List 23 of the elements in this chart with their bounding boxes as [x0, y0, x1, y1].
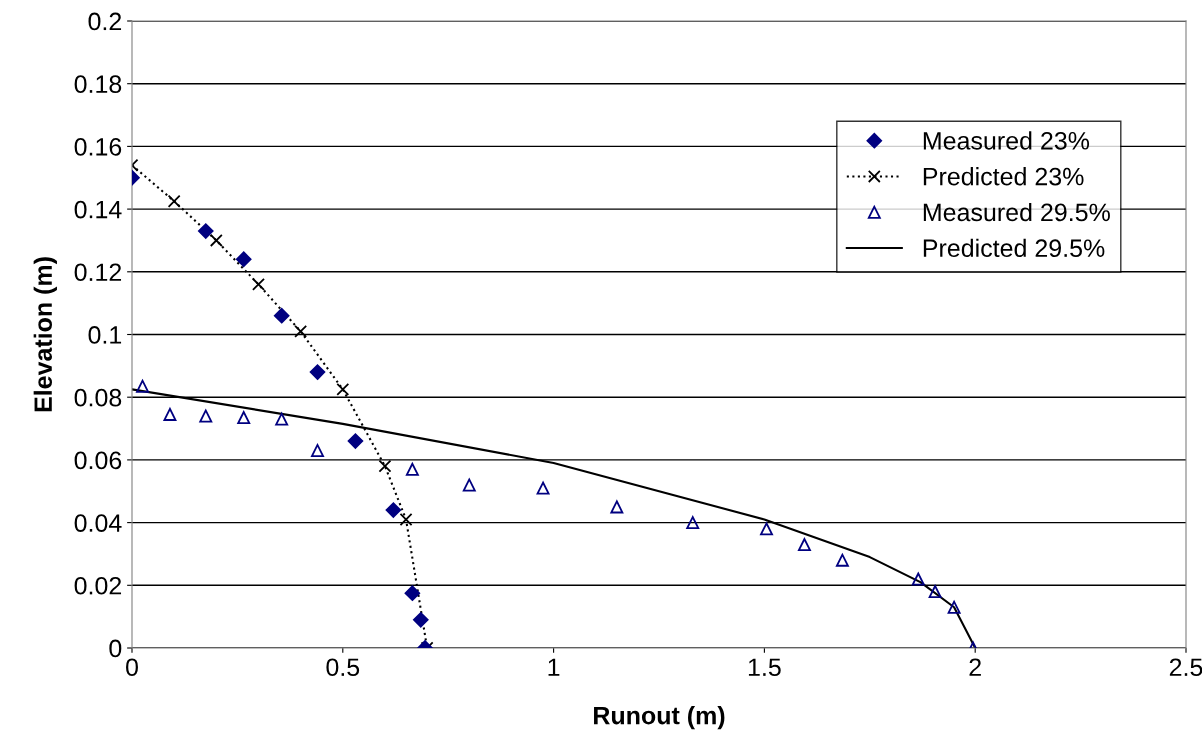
legend-label: Measured 23% [923, 131, 1090, 150]
y-tick-label: 0.06 [74, 451, 122, 470]
y-tick-label: 0.04 [74, 514, 122, 532]
y-tick-label: 0.18 [74, 75, 122, 93]
y-tick-label: 0.12 [74, 263, 122, 282]
x-tick-label: 2 [969, 658, 981, 676]
y-tick-label: 0 [109, 639, 122, 658]
legend-label: Predicted 23% [923, 167, 1084, 186]
y-tick-label: 0.2 [88, 12, 122, 31]
x-tick-label: 2.5 [1169, 658, 1202, 677]
x-tick-label: 0.5 [326, 658, 360, 677]
y-tick-label: 0.08 [74, 388, 122, 407]
x-axis-title: Runout (m) [594, 706, 725, 730]
y-tick-label: 0.16 [74, 138, 122, 156]
y-axis-title: Elevation (m) [33, 257, 57, 412]
x-tick-label: 0 [126, 658, 138, 677]
y-tick-label: 0.14 [74, 200, 122, 219]
legend-label: Predicted 29.5% [923, 238, 1105, 258]
y-tick-label: 0.02 [74, 576, 122, 595]
x-tick-label: 1 [548, 658, 560, 676]
y-tick-label: 0.1 [88, 326, 122, 344]
legend-label: Measured 29.5% [923, 202, 1110, 222]
x-tick-label: 1.5 [748, 658, 781, 677]
